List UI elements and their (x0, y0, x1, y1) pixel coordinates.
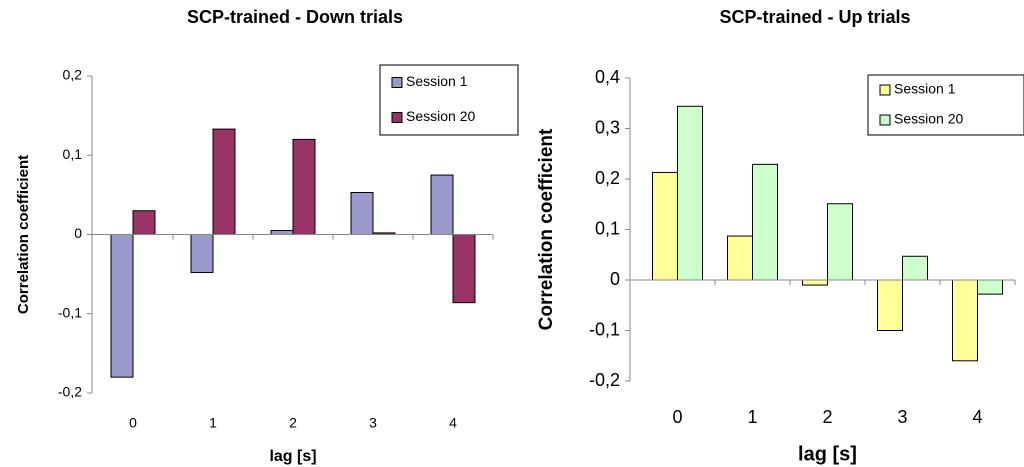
bar (727, 235, 753, 281)
y-tick-label: 0,1 (595, 218, 620, 238)
y-tick-label: 0,2 (63, 67, 83, 83)
chart-title: SCP-trained - Down trials (187, 7, 403, 27)
x-tick-label: 3 (369, 415, 377, 431)
legend-label: Session 20 (406, 108, 475, 124)
bar (270, 230, 294, 236)
bar (902, 255, 928, 281)
y-tick-label: 0 (74, 225, 82, 241)
x-tick-label: 4 (972, 407, 982, 427)
x-tick-label: 3 (897, 407, 907, 427)
y-tick-label: 0,2 (595, 168, 620, 188)
legend-label: Session 1 (894, 81, 956, 97)
legend-swatch (391, 77, 403, 88)
x-axis-label: lag [s] (798, 443, 857, 465)
chart-title: SCP-trained - Up trials (719, 7, 910, 27)
y-tick-label: -0,1 (589, 319, 620, 339)
legend-swatch (879, 84, 891, 96)
bar (292, 138, 316, 235)
x-tick-label: 0 (672, 407, 682, 427)
x-tick-label: 1 (209, 415, 217, 431)
legend-box (867, 74, 1024, 136)
bar (952, 279, 978, 362)
bar (212, 128, 236, 235)
x-tick-label: 2 (822, 407, 832, 427)
legend-box (379, 64, 519, 136)
y-axis-label: Correlation coefficient (15, 155, 32, 314)
x-tick-label: 4 (449, 415, 457, 431)
bar (652, 171, 678, 281)
bar (452, 234, 476, 304)
x-tick-label: 2 (289, 415, 297, 431)
bar (132, 210, 156, 236)
legend-swatch (391, 112, 403, 123)
y-tick-label: -0,2 (589, 370, 620, 390)
bar (350, 191, 374, 235)
y-axis-label: Correlation coefficient (536, 128, 557, 330)
bar (430, 174, 454, 235)
bar (877, 279, 903, 331)
bar (110, 234, 134, 378)
bar (977, 279, 1003, 295)
legend-label: Session 20 (894, 111, 963, 127)
bar (802, 279, 828, 286)
y-tick-label: 0,3 (595, 117, 620, 137)
bar (190, 234, 214, 274)
bar (752, 163, 778, 281)
y-tick-label: 0,1 (63, 146, 83, 162)
legend-swatch (879, 114, 891, 126)
legend-label: Session 1 (406, 73, 468, 89)
x-axis-label: lag [s] (269, 448, 316, 465)
x-tick-label: 1 (747, 407, 757, 427)
x-tick-label: 0 (129, 415, 137, 431)
bar (827, 203, 853, 281)
y-tick-label: 0,4 (595, 67, 620, 87)
y-tick-label: -0,2 (58, 384, 82, 400)
y-tick-label: 0 (610, 269, 620, 289)
bar (677, 105, 703, 281)
y-tick-label: -0,1 (58, 304, 82, 320)
